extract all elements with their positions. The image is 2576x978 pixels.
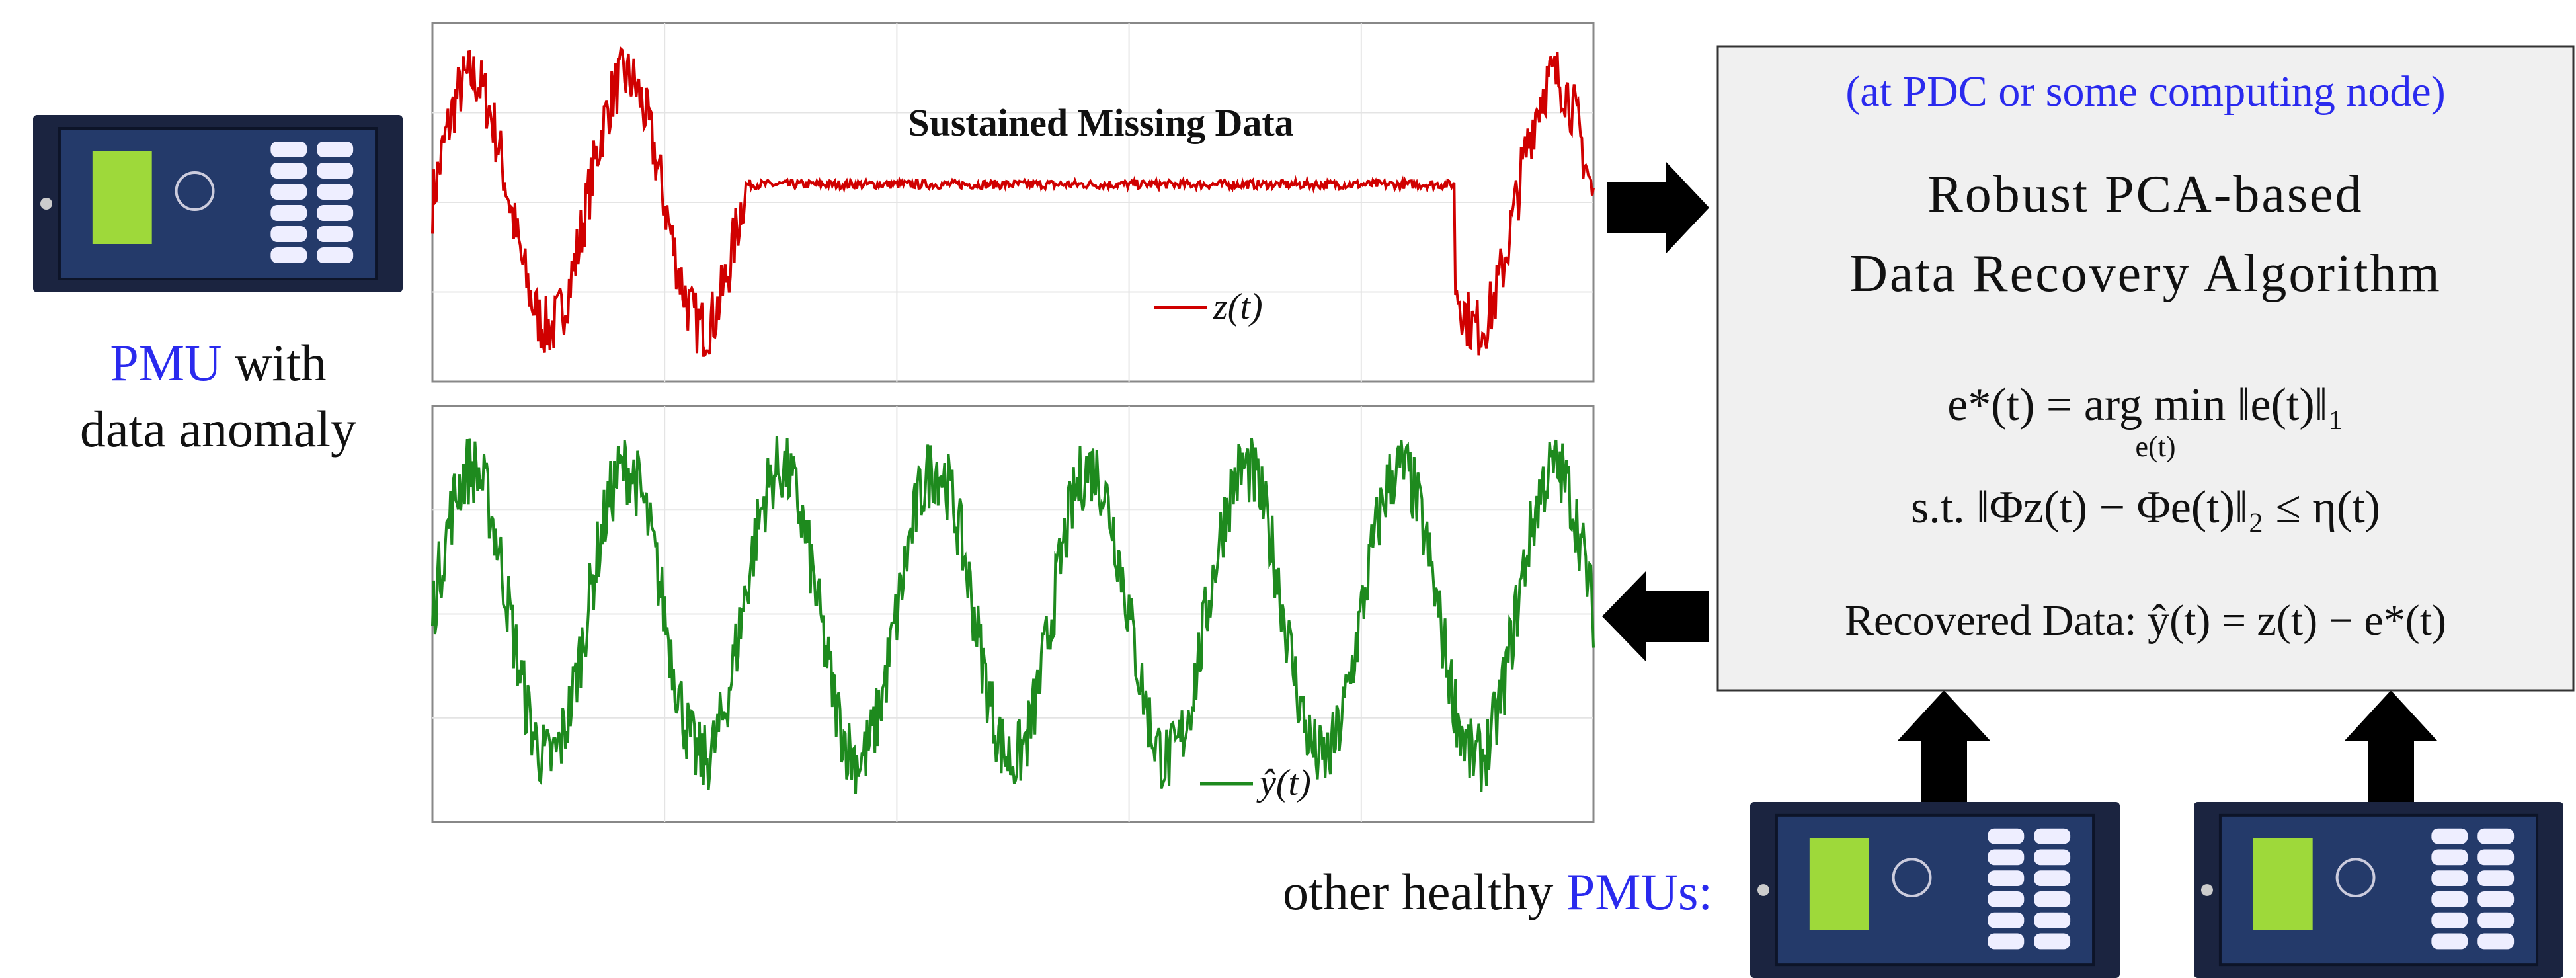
device-button: [2034, 933, 2071, 950]
pmu-device: [1750, 802, 2120, 978]
location-text: (at PDC or some computing node): [1845, 67, 2445, 116]
devices: [33, 115, 2563, 978]
waveform: [431, 46, 1595, 358]
device-button: [2034, 891, 2071, 907]
device-button: [2431, 828, 2468, 844]
device-button: [2477, 912, 2515, 928]
pmu-device: [2194, 802, 2563, 978]
equation-2: s.t. ‖Φz(t) − Φe(t)‖₂ ≤ η(t): [1911, 482, 2380, 533]
device-button: [317, 205, 354, 221]
device-button: [1988, 933, 2025, 950]
device-button: [270, 226, 307, 242]
algorithm-title-2: Data Recovery Algorithm: [1849, 245, 2441, 303]
arrow-up-1: [1898, 690, 1990, 802]
device-button: [317, 142, 354, 157]
device-button: [270, 142, 307, 157]
device-button: [2431, 870, 2468, 887]
device-button: [270, 205, 307, 221]
bottom-label: other healthy PMUs:: [1283, 863, 1712, 920]
device-button: [317, 226, 354, 242]
device-port: [2200, 884, 2213, 896]
device-button: [2034, 849, 2071, 866]
device-button: [1988, 870, 2025, 887]
device-button: [2477, 933, 2515, 950]
device-button: [270, 184, 307, 200]
device-button: [1988, 912, 2025, 928]
device-button: [2477, 849, 2515, 866]
device-button: [2431, 891, 2468, 907]
algorithm-title: Robust PCA-based: [1927, 165, 2363, 224]
device-button: [2431, 933, 2468, 950]
recovered-text: Recovered Data: ŷ(t) = z(t) − e*(t): [1845, 596, 2446, 645]
device-button: [2034, 828, 2071, 844]
legend-y: ŷ(t): [1256, 762, 1311, 803]
device-button: [2431, 849, 2468, 866]
device-button: [317, 247, 354, 263]
plots: [431, 22, 1595, 823]
equation-subscript: e(t): [2135, 430, 2175, 463]
device-knob: [1892, 858, 1932, 897]
equation-1: e*(t) = arg min ‖e(t)‖₁: [1947, 380, 2343, 430]
device-knob: [175, 171, 215, 211]
healthy-text: other healthy: [1283, 863, 1566, 920]
left-label: PMU with: [110, 334, 326, 391]
device-button: [2034, 870, 2071, 887]
device-knob: [2335, 858, 2376, 897]
device-button: [2477, 828, 2515, 844]
waveform: [431, 436, 1595, 794]
device-button: [2477, 870, 2515, 887]
device-button: [1988, 849, 2025, 866]
arrow-right: [1607, 162, 1709, 253]
device-button: [270, 163, 307, 179]
legend-z: z(t): [1213, 286, 1263, 327]
device-screen: [92, 151, 152, 244]
plot-annotation: Sustained Missing Data: [908, 101, 1293, 144]
device-port: [1757, 884, 1769, 896]
algorithm-box: [1716, 45, 2575, 692]
pmus-highlight: PMUs:: [1566, 863, 1712, 920]
device-button: [1988, 891, 2025, 907]
device-port: [40, 198, 52, 210]
device-button: [2431, 912, 2468, 928]
device-button: [2034, 912, 2071, 928]
pmu-with: with: [221, 334, 326, 391]
device-button: [270, 247, 307, 263]
device-screen: [1809, 838, 1869, 930]
pmu-device: [33, 115, 403, 292]
pmu-highlight: PMU: [110, 334, 221, 391]
device-button: [317, 163, 354, 179]
device-button: [2477, 891, 2515, 907]
arrow-up-2: [2345, 690, 2437, 802]
left-label-line2: data anomaly: [80, 400, 356, 458]
device-button: [317, 184, 354, 200]
device-screen: [2253, 838, 2313, 930]
arrow-left: [1602, 571, 1709, 662]
device-button: [1988, 828, 2025, 844]
